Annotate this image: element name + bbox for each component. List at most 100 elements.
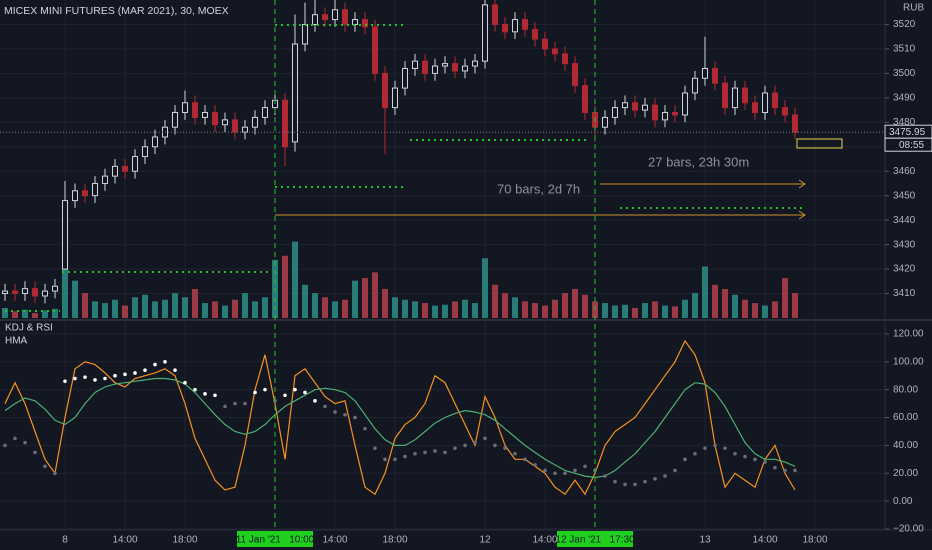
candle-body (182, 102, 188, 114)
candle-body (442, 63, 448, 67)
indicator-dot (513, 451, 517, 456)
volume-bar (302, 284, 308, 318)
volume-bar (652, 301, 658, 318)
y-tick-label: 120.00 (893, 329, 924, 340)
indicator-dot (393, 457, 397, 462)
currency: RUB (903, 3, 924, 14)
y-tick-label: 3480 (893, 117, 916, 128)
candle-body (662, 112, 668, 121)
indicator-line (4, 377, 796, 479)
volume-bar (492, 284, 498, 318)
indicator-dot (703, 446, 707, 450)
indicator-dot (43, 464, 47, 469)
candle-body (382, 72, 388, 109)
indicator-dot (263, 387, 267, 392)
candle-body (12, 290, 18, 295)
indicator-dot (253, 390, 257, 395)
candle-layer (2, 0, 798, 304)
volume-bar (212, 301, 218, 318)
candle-body (212, 112, 218, 126)
candle-body (512, 19, 518, 33)
volume-bar (622, 304, 628, 318)
candle-body (22, 288, 28, 295)
volume-bar (692, 293, 698, 318)
indicator-dot (33, 450, 37, 455)
volume-bar (412, 301, 418, 318)
indicator-dot (533, 463, 537, 467)
candle-body (452, 63, 458, 72)
volume-bar (22, 309, 28, 318)
candle-body (572, 63, 578, 87)
candle-body (122, 165, 128, 172)
volume-bar (142, 294, 148, 318)
indicator-dot (63, 379, 67, 384)
candle-body (202, 112, 208, 118)
volume-bar (392, 297, 398, 318)
y-tick-label: 3430 (893, 239, 916, 250)
candle-body (242, 126, 248, 133)
countdown-label: 08:55 (899, 140, 924, 151)
volume-bar (662, 305, 668, 318)
candle-body (702, 67, 708, 79)
indicator-dot (93, 378, 97, 382)
candle-body (752, 102, 758, 114)
candle-body (612, 107, 618, 118)
x-tick-label: 14:00 (532, 535, 557, 546)
candle-body (152, 136, 158, 148)
volume-bar (72, 280, 78, 318)
candle-body (522, 19, 528, 30)
volume-bar (572, 288, 578, 318)
candle-body (32, 288, 38, 297)
x-tick-label: 12 (479, 535, 491, 546)
volume-bar (502, 293, 508, 318)
indicator-dot (73, 376, 77, 381)
indicator-dot (123, 372, 127, 377)
indicator-dot (573, 468, 577, 473)
indicator-dot (213, 393, 217, 398)
volume-bar (712, 284, 718, 318)
candle-body (362, 19, 368, 28)
y-tick-label: 3460 (893, 166, 916, 177)
indicator-dot (3, 443, 7, 448)
indicator-dot (603, 474, 607, 478)
volume-bar (552, 299, 558, 318)
indicator-dot (723, 446, 727, 450)
candle-body (712, 67, 718, 84)
indicator-dot (163, 360, 167, 364)
candle-body (72, 190, 78, 202)
indicator-dot (483, 436, 487, 441)
marker-label-bg (237, 531, 313, 547)
indicator-dot (363, 426, 367, 431)
indicator-dot (693, 451, 697, 456)
x-tick-label: 13 (699, 535, 711, 546)
chart-title: MICEX MINI FUTURES (MAR 2021), 30, MOEX (4, 5, 229, 17)
candle-body (342, 9, 348, 25)
indicator-dot (153, 362, 157, 367)
indicator-dot (463, 443, 467, 448)
candle-body (532, 28, 538, 40)
drawing-lines (5, 24, 805, 312)
candle-body (772, 92, 778, 109)
volume-bar (112, 299, 118, 318)
indicator-dot (13, 436, 17, 441)
annotation: 27 bars, 23h 30m (648, 154, 749, 169)
candle-body (492, 4, 498, 25)
volume-bar (532, 303, 538, 318)
volume-bar (632, 308, 638, 318)
candle-body (42, 290, 48, 297)
volume-bar (422, 303, 428, 318)
candle-body (722, 82, 728, 109)
indicator-dot (783, 468, 787, 473)
candle-body (332, 9, 338, 21)
volume-bar (232, 299, 238, 318)
indicator-dot (333, 410, 337, 414)
indicator-dot (773, 465, 777, 470)
volume-bar (772, 301, 778, 318)
y-tick-label: 3440 (893, 215, 916, 226)
volume-bar (342, 299, 348, 318)
candle-body (232, 119, 238, 133)
drawing-box (796, 138, 843, 149)
indicator-dot (103, 376, 107, 381)
indicator-dot (303, 390, 307, 395)
volume-bar (732, 294, 738, 318)
